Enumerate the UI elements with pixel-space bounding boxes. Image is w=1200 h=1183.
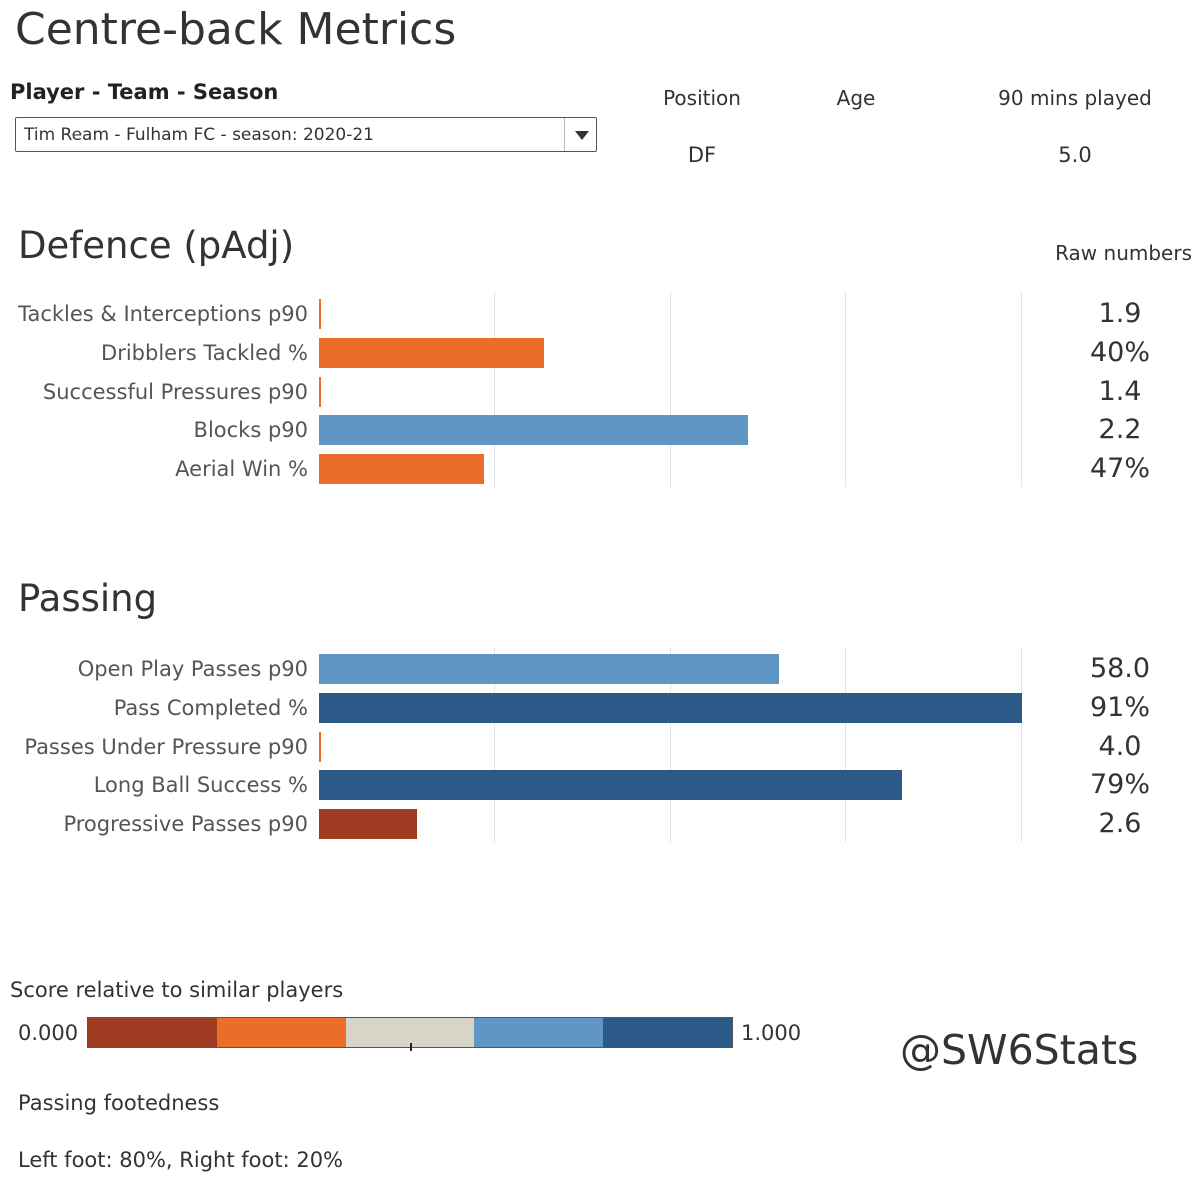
bar[interactable] <box>319 338 544 368</box>
legend-segment-mid <box>345 1018 475 1047</box>
bar-label: Aerial Win % <box>175 457 308 481</box>
page-title: Centre-back Metrics <box>15 4 457 55</box>
passing-title: Passing <box>18 577 158 620</box>
bar[interactable] <box>319 770 902 800</box>
gridline <box>494 292 495 487</box>
passing-chart: Open Play Passes p90 58.0 Pass Completed %… <box>0 647 1200 842</box>
defence-chart: Tackles & Interceptions p90 1.9 Dribblers … <box>0 292 1200 487</box>
legend-segment-low <box>88 1018 217 1047</box>
defence-title: Defence (pAdj) <box>18 224 295 267</box>
position-label: Position <box>663 86 741 110</box>
bar-label: Blocks p90 <box>193 418 308 442</box>
color-scale-legend <box>87 1017 733 1048</box>
legend-segment-high <box>603 1018 732 1047</box>
raw-value: 2.6 <box>1098 808 1142 839</box>
selector-value: Tim Ream - Fulham FC - season: 2020-21 <box>24 125 374 145</box>
bar[interactable] <box>319 377 321 407</box>
bar[interactable] <box>319 299 321 329</box>
footedness-title: Passing footedness <box>18 1091 220 1115</box>
player-selector-dropdown[interactable]: Tim Ream - Fulham FC - season: 2020-21 <box>15 117 597 152</box>
legend-max-label: 1.000 <box>741 1021 802 1045</box>
raw-value: 1.9 <box>1098 298 1142 329</box>
raw-numbers-header: Raw numbers <box>1055 241 1192 265</box>
legend-title: Score relative to similar players <box>10 978 344 1002</box>
raw-value: 4.0 <box>1098 731 1142 762</box>
legend-tick <box>410 1043 412 1051</box>
raw-value: 2.2 <box>1098 414 1142 445</box>
raw-value: 79% <box>1089 769 1151 800</box>
dropdown-divider <box>564 118 565 151</box>
watermark: @SW6Stats <box>900 1026 1139 1074</box>
raw-value: 47% <box>1089 453 1151 484</box>
bar-label: Dribblers Tackled % <box>101 341 308 365</box>
bar[interactable] <box>319 732 321 762</box>
raw-value: 40% <box>1089 337 1151 368</box>
mins-played-value: 5.0 <box>1058 143 1092 167</box>
age-label: Age <box>836 86 876 110</box>
bar-label: Pass Completed % <box>113 696 308 720</box>
gridline <box>845 292 846 487</box>
raw-value: 91% <box>1089 692 1151 723</box>
bar[interactable] <box>319 454 484 484</box>
bar-label: Successful Pressures p90 <box>42 380 308 404</box>
gridline <box>1021 292 1022 487</box>
legend-segment-mid-low <box>216 1018 346 1047</box>
legend-min-label: 0.000 <box>18 1021 79 1045</box>
bar[interactable] <box>319 654 779 684</box>
bar[interactable] <box>319 415 748 445</box>
bar-label: Tackles & Interceptions p90 <box>18 302 308 326</box>
gridline <box>670 647 671 842</box>
bar-label: Long Ball Success % <box>93 773 308 797</box>
legend-segment-mid-high <box>474 1018 604 1047</box>
raw-value: 58.0 <box>1089 653 1151 684</box>
mins-played-label: 90 mins played <box>998 86 1152 110</box>
raw-value: 1.4 <box>1098 376 1142 407</box>
bar[interactable] <box>319 809 417 839</box>
chevron-down-icon[interactable] <box>575 131 589 140</box>
bar-label: Passes Under Pressure p90 <box>24 735 308 759</box>
gridline <box>670 292 671 487</box>
gridline <box>1021 647 1022 842</box>
bar[interactable] <box>319 693 1022 723</box>
footedness-value: Left foot: 80%, Right foot: 20% <box>18 1148 344 1172</box>
gridline <box>845 647 846 842</box>
bar-label: Progressive Passes p90 <box>63 812 308 836</box>
gridline <box>494 647 495 842</box>
selector-label: Player - Team - Season <box>10 80 279 104</box>
position-value: DF <box>687 143 717 167</box>
bar-label: Open Play Passes p90 <box>77 657 308 681</box>
